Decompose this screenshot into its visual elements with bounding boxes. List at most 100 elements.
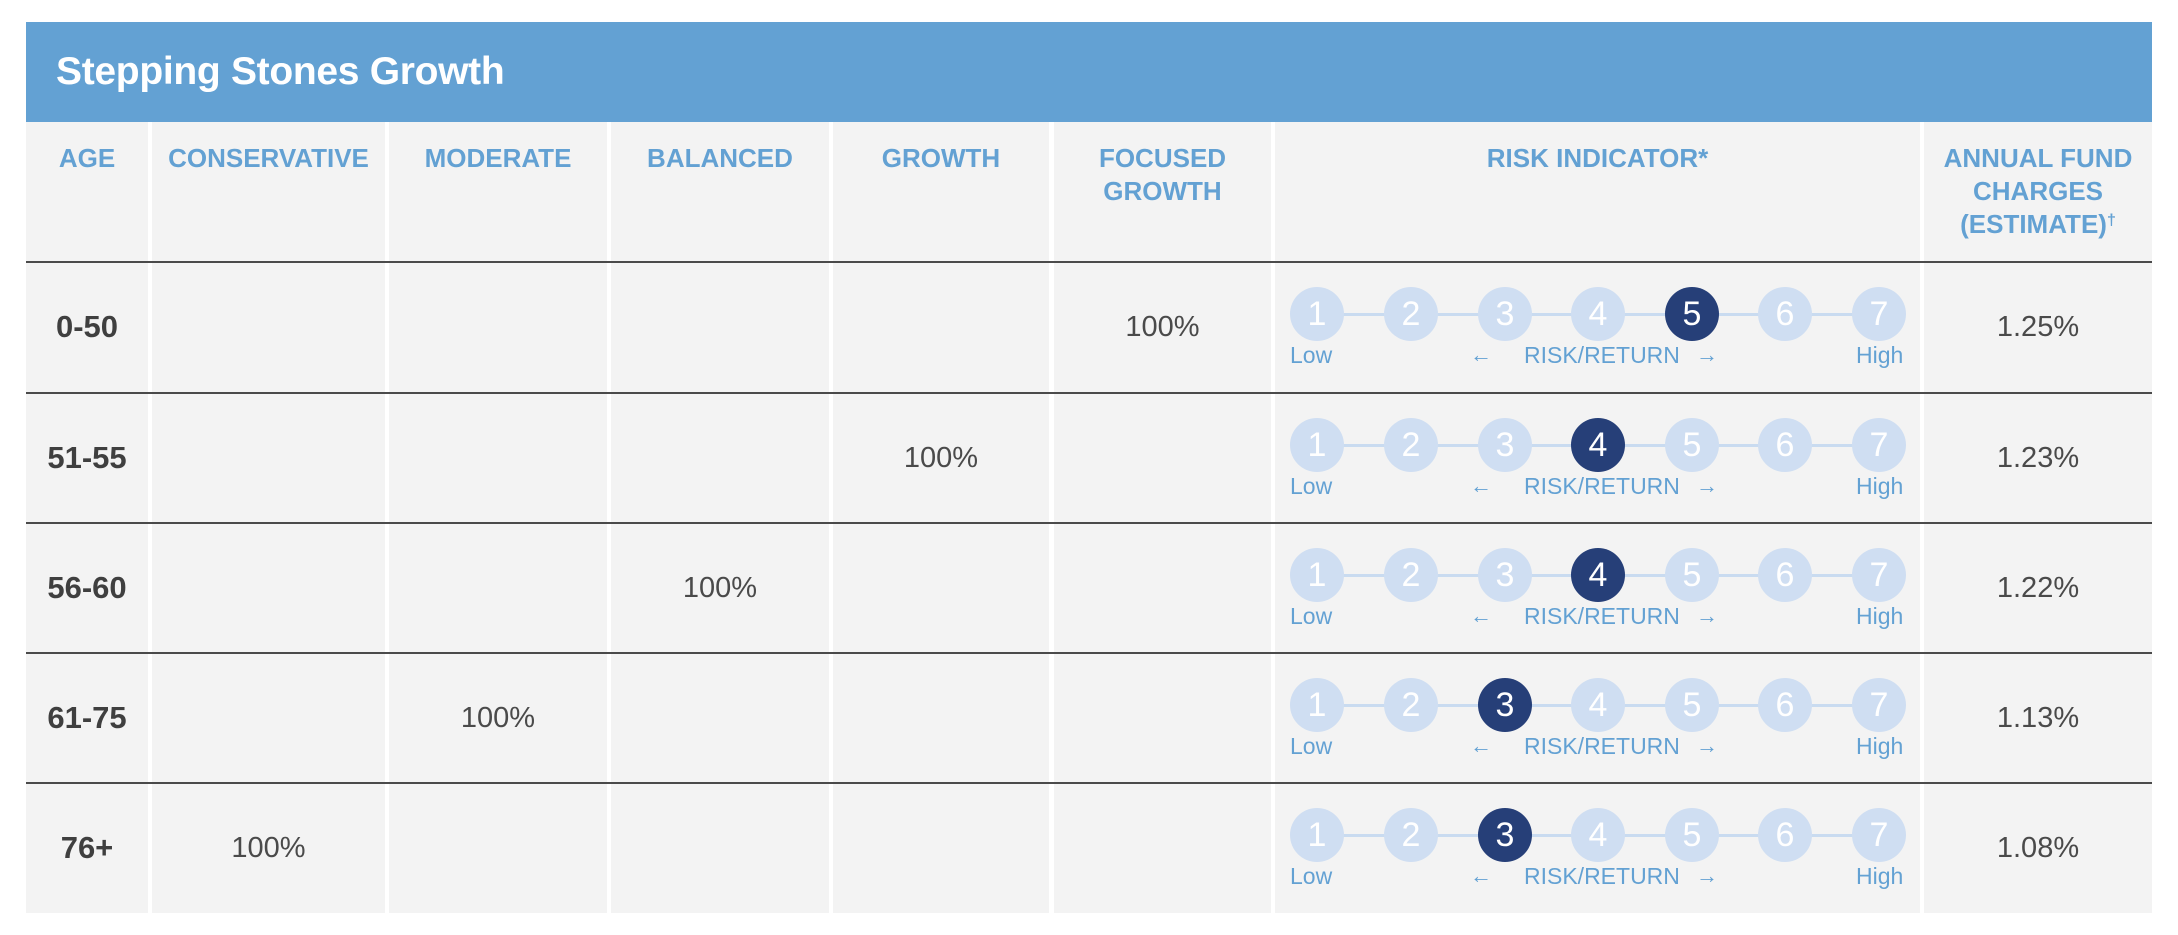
age-range-cell: 51-55 [47,440,127,475]
risk-return-label: RISK/RETURN [1524,342,1680,368]
header-conservative: CONSERVATIVE [152,122,385,262]
allocation-cell-focused-growth [1054,523,1271,653]
allocation-cell-balanced [611,653,829,783]
allocation-cell-moderate [389,523,607,653]
row-divider [26,652,2152,654]
risk-level-2-dot: 2 [1384,548,1438,602]
risk-low-label: Low [1290,863,1333,889]
allocation-cell-moderate [389,783,607,913]
risk-high-label: High [1856,733,1904,759]
annual-fund-charge-cell: 1.22% [1996,571,2080,604]
allocation-cell-conservative [152,262,385,392]
allocation-cell-growth [833,523,1049,653]
risk-level-1-dot: 1 [1290,287,1344,341]
arrow-right-icon: → [1696,863,1718,888]
arrow-left-icon: ← [1470,863,1492,888]
allocation-cell-moderate [389,262,607,392]
arrow-left-icon: ← [1470,342,1492,367]
risk-level-1-dot: 1 [1290,808,1344,862]
risk-level-5-dot: 5 [1665,418,1719,472]
risk-level-3-dot: 3 [1478,287,1532,341]
risk-level-6-dot: 6 [1758,808,1812,862]
header-risk-indicator: RISK INDICATOR* [1275,122,1920,262]
annual-fund-charge-cell: 1.13% [1996,701,2080,734]
risk-level-4-dot: 4 [1571,548,1625,602]
allocation-cell-balanced [611,262,829,392]
header-label: CONSERVATIVE [168,143,369,173]
risk-return-label: RISK/RETURN [1524,733,1680,759]
allocation-cell-growth: 100% [903,441,979,474]
allocation-cell-balanced: 100% [682,571,758,604]
column-bg-age [26,122,148,913]
annual-fund-charge-cell: 1.25% [1996,310,2080,343]
header-label: FOCUSED GROWTH [1098,143,1227,206]
table-title: Stepping Stones Growth [26,22,2152,122]
arrow-left-icon: ← [1470,733,1492,758]
risk-high-label: High [1856,473,1904,499]
header-balanced: BALANCED [611,122,829,262]
risk-high-label: High [1856,603,1904,629]
arrow-left-icon: ← [1470,603,1492,628]
allocation-cell-growth [833,262,1049,392]
risk-level-6-dot: 6 [1758,678,1812,732]
header-label: GROWTH [881,143,1001,173]
allocation-cell-growth [833,783,1049,913]
risk-level-5-dot: 5 [1665,287,1719,341]
annual-fund-charge-cell: 1.08% [1996,831,2080,864]
age-range-cell: 61-75 [47,700,127,735]
risk-level-4-dot: 4 [1571,678,1625,732]
risk-level-7-dot: 7 [1852,287,1906,341]
risk-return-label: RISK/RETURN [1524,603,1680,629]
header-label: BALANCED [647,143,793,173]
risk-level-5-dot: 5 [1665,548,1719,602]
risk-level-3-dot: 3 [1478,678,1532,732]
age-range-cell: 56-60 [47,570,127,605]
risk-level-2-dot: 2 [1384,678,1438,732]
risk-return-label: RISK/RETURN [1524,863,1680,889]
risk-return-label: RISK/RETURN [1524,473,1680,499]
allocation-cell-balanced [611,783,829,913]
risk-level-7-dot: 7 [1852,808,1906,862]
header-label: RISK INDICATOR* [1486,143,1709,173]
risk-level-4-dot: 4 [1571,418,1625,472]
allocation-cell-balanced [611,393,829,523]
risk-level-2-dot: 2 [1384,808,1438,862]
arrow-right-icon: → [1696,733,1718,758]
risk-level-4-dot: 4 [1571,808,1625,862]
risk-level-6-dot: 6 [1758,548,1812,602]
risk-level-7-dot: 7 [1852,678,1906,732]
row-divider [26,261,2152,263]
header-focused-growth: FOCUSED GROWTH [1054,122,1271,262]
column-bg-growth [833,122,1049,913]
column-bg-moderate [389,122,607,913]
age-range-cell: 76+ [60,830,114,865]
risk-high-label: High [1856,863,1904,889]
allocation-cell-conservative [152,393,385,523]
arrow-right-icon: → [1696,473,1718,498]
risk-level-1-dot: 1 [1290,418,1344,472]
risk-level-1-dot: 1 [1290,678,1344,732]
dagger-footnote-mark: † [2106,212,2116,229]
column-bg-risk-indicator [1275,122,1920,913]
risk-level-2-dot: 2 [1384,418,1438,472]
row-divider [26,522,2152,524]
risk-level-2-dot: 2 [1384,287,1438,341]
allocation-cell-moderate [389,393,607,523]
header-moderate: MODERATE [389,122,607,262]
annual-fund-charge-cell: 1.23% [1996,441,2080,474]
arrow-right-icon: → [1696,603,1718,628]
allocation-cell-conservative: 100% [231,831,306,864]
risk-low-label: Low [1290,603,1333,629]
risk-level-1-dot: 1 [1290,548,1344,602]
column-bg-focused-growth [1054,122,1271,913]
allocation-cell-focused-growth [1054,393,1271,523]
column-bg-balanced [611,122,829,913]
risk-level-7-dot: 7 [1852,548,1906,602]
header-label: MODERATE [424,143,572,173]
risk-low-label: Low [1290,473,1333,499]
allocation-cell-focused-growth [1054,783,1271,913]
allocation-cell-moderate: 100% [460,701,536,734]
row-divider [26,392,2152,394]
risk-level-6-dot: 6 [1758,418,1812,472]
risk-high-label: High [1856,342,1904,368]
